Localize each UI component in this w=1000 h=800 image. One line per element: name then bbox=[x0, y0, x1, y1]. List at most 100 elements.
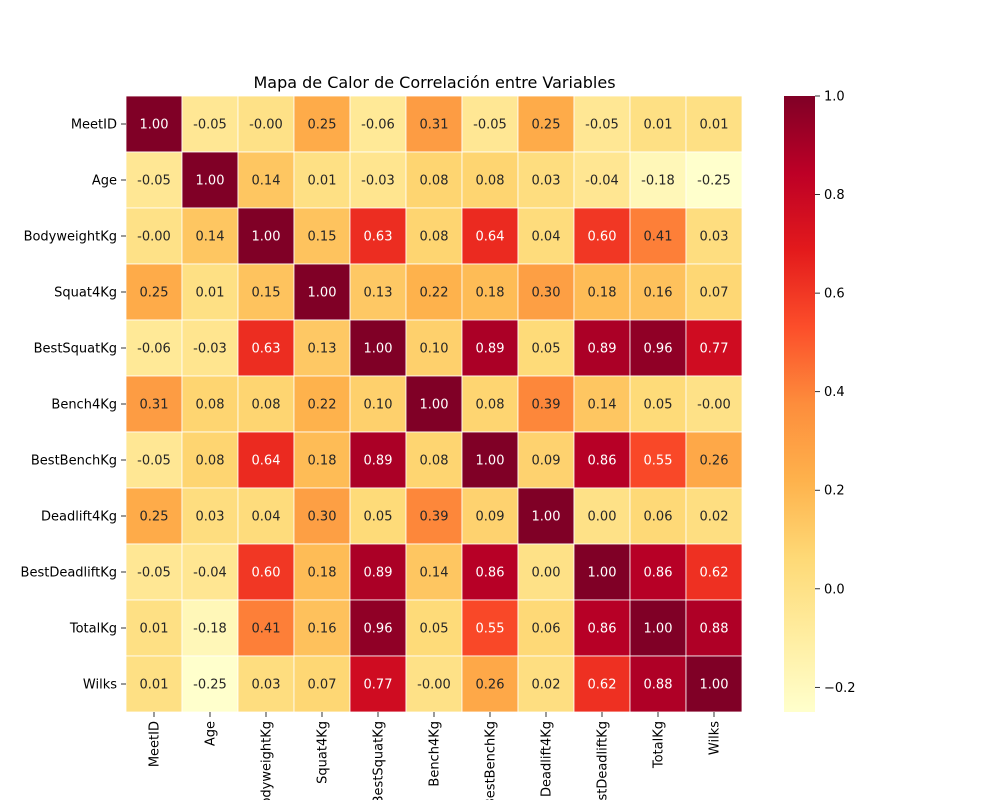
cell-value-label: 0.05 bbox=[532, 342, 561, 357]
column-label: Deadlift4Kg bbox=[540, 721, 555, 797]
heatmap-cell bbox=[629, 263, 687, 321]
heatmap-cell bbox=[125, 319, 183, 377]
cell-value-label: -0.00 bbox=[137, 230, 171, 245]
heatmap-cell bbox=[293, 487, 351, 545]
heatmap-cell bbox=[349, 487, 407, 545]
heatmap-cell bbox=[349, 263, 407, 321]
cell-value-label: 0.60 bbox=[252, 566, 281, 581]
cell-value-label: -0.05 bbox=[193, 118, 227, 133]
column-label: Wilks bbox=[708, 721, 723, 755]
heatmap-cell bbox=[237, 95, 295, 153]
cell-value-label: 0.07 bbox=[700, 286, 729, 301]
cell-value-label: 0.63 bbox=[252, 342, 281, 357]
heatmap-cell bbox=[517, 95, 575, 153]
heatmap-cell bbox=[181, 431, 239, 489]
cell-value-label: 0.14 bbox=[196, 230, 225, 245]
heatmap-cell bbox=[349, 319, 407, 377]
cell-value-label: 0.03 bbox=[532, 174, 561, 189]
heatmap-cell bbox=[125, 207, 183, 265]
heatmap-cell bbox=[237, 599, 295, 657]
heatmap-cell bbox=[461, 431, 519, 489]
cell-value-label: 0.22 bbox=[420, 286, 449, 301]
column-label: Age bbox=[204, 721, 219, 746]
heatmap-cell bbox=[405, 263, 463, 321]
cell-value-label: 0.14 bbox=[588, 398, 617, 413]
cell-value-label: 0.88 bbox=[644, 678, 673, 693]
heatmap-cell bbox=[461, 487, 519, 545]
cell-value-label: 0.25 bbox=[532, 118, 561, 133]
heatmap-cell bbox=[349, 151, 407, 209]
cell-value-label: 0.15 bbox=[308, 230, 337, 245]
cell-value-label: 0.08 bbox=[196, 398, 225, 413]
cell-value-label: 0.25 bbox=[140, 286, 169, 301]
colorbar-ticks: −0.2 0.0 0.2 0.4 0.6 0.8 1.0 bbox=[815, 90, 856, 696]
cell-value-label: 0.00 bbox=[532, 566, 561, 581]
heatmap-cell bbox=[461, 543, 519, 601]
cell-value-label: -0.05 bbox=[137, 454, 171, 469]
cell-value-label: -0.05 bbox=[585, 118, 619, 133]
heatmap-cell bbox=[405, 431, 463, 489]
column-label: MeetID bbox=[148, 721, 163, 767]
cell-value-label: 0.30 bbox=[308, 510, 337, 525]
heatmap-cell bbox=[405, 319, 463, 377]
heatmap-cell bbox=[405, 375, 463, 433]
colorbar: −0.2 0.0 0.2 0.4 0.6 0.8 1.0 bbox=[784, 90, 856, 712]
cell-value-label: 0.01 bbox=[140, 622, 169, 637]
cell-value-label: 0.89 bbox=[364, 566, 393, 581]
cell-value-label: -0.18 bbox=[641, 174, 675, 189]
heatmap-cell bbox=[461, 319, 519, 377]
heatmap-cell bbox=[125, 431, 183, 489]
cell-value-label: 0.26 bbox=[700, 454, 729, 469]
cell-value-label: 0.18 bbox=[308, 454, 337, 469]
heatmap-cell bbox=[685, 375, 743, 433]
cell-value-label: 1.00 bbox=[364, 342, 393, 357]
cell-value-label: -0.25 bbox=[697, 174, 731, 189]
cell-value-label: 0.01 bbox=[700, 118, 729, 133]
heatmap-cell bbox=[125, 95, 183, 153]
cell-value-label: 0.89 bbox=[476, 342, 505, 357]
heatmap-cell bbox=[405, 655, 463, 713]
cell-value-label: 0.05 bbox=[420, 622, 449, 637]
cell-value-label: 0.25 bbox=[140, 510, 169, 525]
cell-value-label: 0.08 bbox=[420, 230, 449, 245]
heatmap-cell bbox=[685, 543, 743, 601]
heatmap-cell bbox=[125, 599, 183, 657]
row-labels: MeetID Age BodyweightKg Squat4Kg BestSquatKg… bbox=[21, 118, 126, 693]
cell-value-label: 0.22 bbox=[308, 398, 337, 413]
heatmap-cell bbox=[573, 319, 631, 377]
cell-value-label: 0.96 bbox=[644, 342, 673, 357]
cell-value-label: 0.55 bbox=[644, 454, 673, 469]
heatmap-cell bbox=[237, 151, 295, 209]
colorbar-tick-label: 1.0 bbox=[824, 90, 845, 105]
cell-value-label: 0.86 bbox=[588, 622, 617, 637]
cell-value-label: -0.25 bbox=[193, 678, 227, 693]
cell-value-label: -0.05 bbox=[137, 174, 171, 189]
heatmap-cell bbox=[237, 319, 295, 377]
heatmap-cell bbox=[237, 263, 295, 321]
cell-value-label: 0.25 bbox=[308, 118, 337, 133]
heatmap-cell bbox=[349, 655, 407, 713]
cell-value-label: 1.00 bbox=[588, 566, 617, 581]
cell-value-label: 0.08 bbox=[420, 454, 449, 469]
cell-value-label: 0.08 bbox=[476, 174, 505, 189]
cell-value-label: 0.01 bbox=[308, 174, 337, 189]
heatmap-cell bbox=[293, 95, 351, 153]
heatmap-cell bbox=[517, 655, 575, 713]
heatmap-cell bbox=[181, 95, 239, 153]
heatmap-cell bbox=[125, 487, 183, 545]
column-label: BodyweightKg bbox=[260, 721, 275, 800]
heatmap-cell bbox=[629, 431, 687, 489]
cell-value-label: 0.13 bbox=[308, 342, 337, 357]
cell-value-label: 0.02 bbox=[700, 510, 729, 525]
heatmap-cell bbox=[293, 543, 351, 601]
cell-value-label: 0.03 bbox=[196, 510, 225, 525]
heatmap-cell bbox=[573, 263, 631, 321]
cell-value-label: 0.09 bbox=[476, 510, 505, 525]
heatmap-cell bbox=[125, 375, 183, 433]
cell-value-label: -0.03 bbox=[361, 174, 395, 189]
cell-value-label: 0.26 bbox=[476, 678, 505, 693]
heatmap-cell bbox=[293, 375, 351, 433]
cell-value-label: 1.00 bbox=[476, 454, 505, 469]
cell-value-label: 0.13 bbox=[364, 286, 393, 301]
